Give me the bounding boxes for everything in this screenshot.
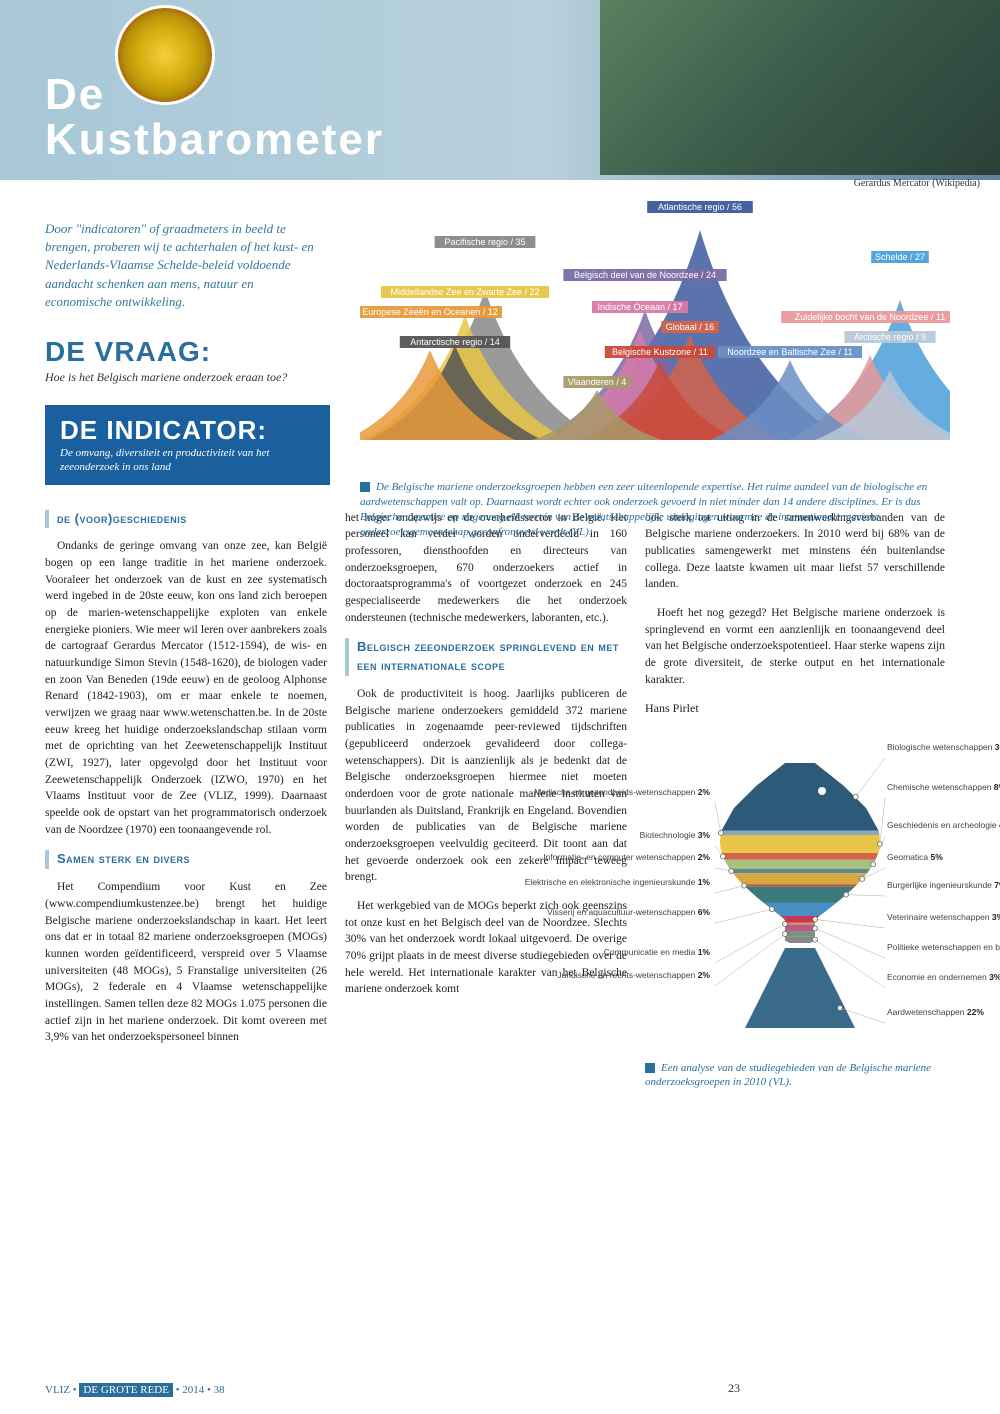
svg-text:Belgische Kustzone / 11: Belgische Kustzone / 11 [612, 347, 708, 357]
section-2-title: Samen sterk en divers [45, 850, 327, 869]
section-1-para: Ondanks de geringe omvang van onze zee, … [45, 538, 327, 838]
section-3-title: Belgisch zeeonderzoek springlevend en me… [345, 638, 627, 676]
page-number: 23 [728, 1381, 740, 1396]
de-indicator-sub: De omvang, diversiteit en productiviteit… [60, 446, 315, 475]
col3-para2: Hoeft het nog gezegd? Het Belgische mari… [645, 605, 945, 688]
barometer-icon [115, 5, 215, 105]
svg-text:Belgisch deel van de Noordzee: Belgisch deel van de Noordzee / 24 [574, 270, 716, 280]
svg-text:Indische Oceaan / 17: Indische Oceaan / 17 [597, 302, 682, 312]
de-indicator-box: DE INDICATOR: De omvang, diversiteit en … [45, 405, 330, 485]
title-line-2: Kustbarometer [45, 115, 384, 165]
section-1-title: de (voor)geschiedenis [45, 510, 327, 529]
svg-text:Antarctische regio / 14: Antarctische regio / 14 [410, 337, 500, 347]
column-2: het hoger onderwijs en de overheidssecto… [345, 510, 627, 1091]
footer-post: • 2014 • 38 [173, 1384, 225, 1396]
text-columns: de (voor)geschiedenis Ondanks de geringe… [45, 510, 955, 1091]
svg-text:Middellandse Zee en Zwarte Zee: Middellandse Zee en Zwarte Zee / 22 [390, 287, 539, 297]
section-2-para: Het Compendium voor Kust en Zee (www.com… [45, 879, 327, 1046]
intro-text: Door "indicatoren" of graadmeters in bee… [45, 220, 315, 311]
svg-text:Pacifische regio / 35: Pacifische regio / 35 [444, 237, 525, 247]
de-indicator-title: DE INDICATOR: [60, 415, 315, 446]
peaks-chart: Atlantische regio / 56 Pacifische regio /… [360, 190, 950, 470]
column-3: ook sterk tot uiting in de samenwerkings… [645, 510, 945, 1091]
svg-text:Zuidelijke bocht van de Noordz: Zuidelijke bocht van de Noordzee / 11 [795, 312, 945, 322]
svg-text:Atlantische regio / 56: Atlantische regio / 56 [658, 202, 742, 212]
footer-pre: VLIZ • [45, 1384, 79, 1396]
footer-grote: DE GROTE REDE [79, 1383, 173, 1397]
svg-text:Europese Zeeën en Oceanen / 12: Europese Zeeën en Oceanen / 12 [362, 307, 498, 317]
fish-chart: Biologische wetenschappen 30%Medische en… [645, 733, 955, 1053]
chart1-caption: De Belgische mariene onderzoeksgroepen h… [360, 480, 950, 539]
title-line-1: De [45, 70, 105, 120]
page-content: Door "indicatoren" of graadmeters in bee… [0, 180, 1000, 1110]
footer: VLIZ • DE GROTE REDE • 2014 • 38 [45, 1384, 225, 1396]
page-header: De Kustbarometer [0, 0, 1000, 180]
svg-text:Globaal / 16: Globaal / 16 [666, 322, 715, 332]
svg-text:Vlaanderen / 4: Vlaanderen / 4 [568, 377, 627, 387]
author: Hans Pirlet [645, 700, 945, 717]
mercator-portrait [600, 0, 1000, 175]
svg-text:Schelde / 27: Schelde / 27 [875, 252, 925, 262]
chart2-caption: Een analyse van de studiegebieden van de… [645, 1061, 945, 1091]
svg-text:Noordzee en Baltische Zee / 11: Noordzee en Baltische Zee / 11 [727, 347, 852, 357]
svg-text:Arctische regio / 9: Arctische regio / 9 [854, 332, 926, 342]
column-1: de (voor)geschiedenis Ondanks de geringe… [45, 510, 327, 1091]
